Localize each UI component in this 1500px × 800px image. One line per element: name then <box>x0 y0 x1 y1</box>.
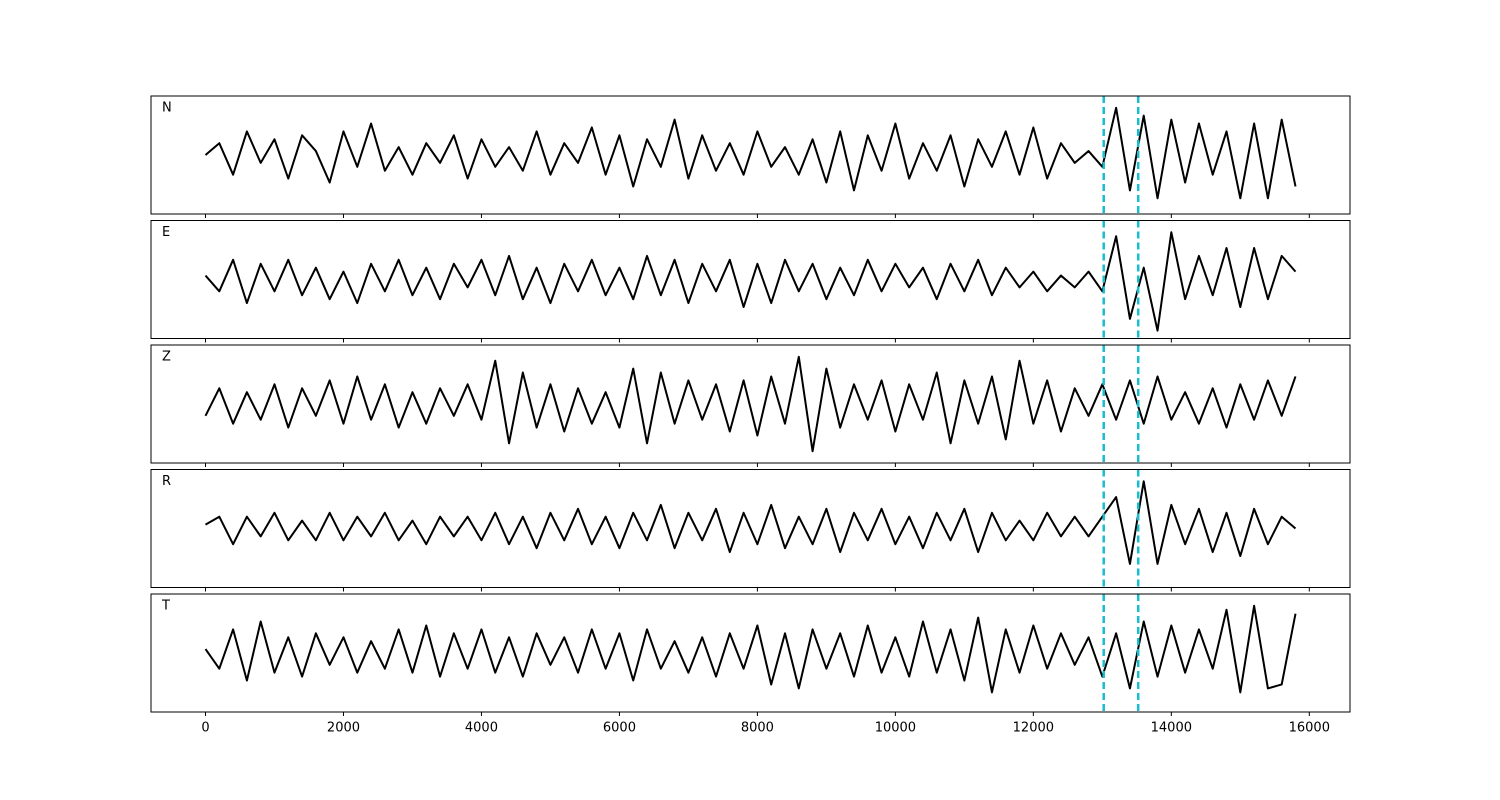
panel-label: E <box>162 225 170 240</box>
x-tick-label: 2000 <box>327 721 360 736</box>
panel-label: R <box>162 474 171 489</box>
x-tick-label: 8000 <box>741 721 774 736</box>
x-tick-label: 12000 <box>1013 721 1054 736</box>
panel-frame <box>150 95 1351 215</box>
panel-label: N <box>162 101 172 116</box>
panel-frame <box>150 220 1351 339</box>
x-tick-label: 0 <box>201 721 209 736</box>
trace <box>205 480 1297 565</box>
trace <box>204 106 1297 200</box>
x-tick-label: 14000 <box>1151 721 1192 736</box>
x-tick-label: 16000 <box>1289 721 1330 736</box>
panel-frame <box>150 593 1351 713</box>
panel-label: T <box>161 599 170 614</box>
trace <box>204 604 1297 694</box>
x-tick-label: 10000 <box>875 721 916 736</box>
panel-frame <box>150 469 1351 588</box>
x-tick-label: 4000 <box>465 721 498 736</box>
trace <box>204 231 1297 332</box>
x-tick-label: 6000 <box>603 721 636 736</box>
trace <box>204 355 1297 453</box>
panel-frame <box>150 344 1351 464</box>
panel-label: Z <box>162 350 171 365</box>
